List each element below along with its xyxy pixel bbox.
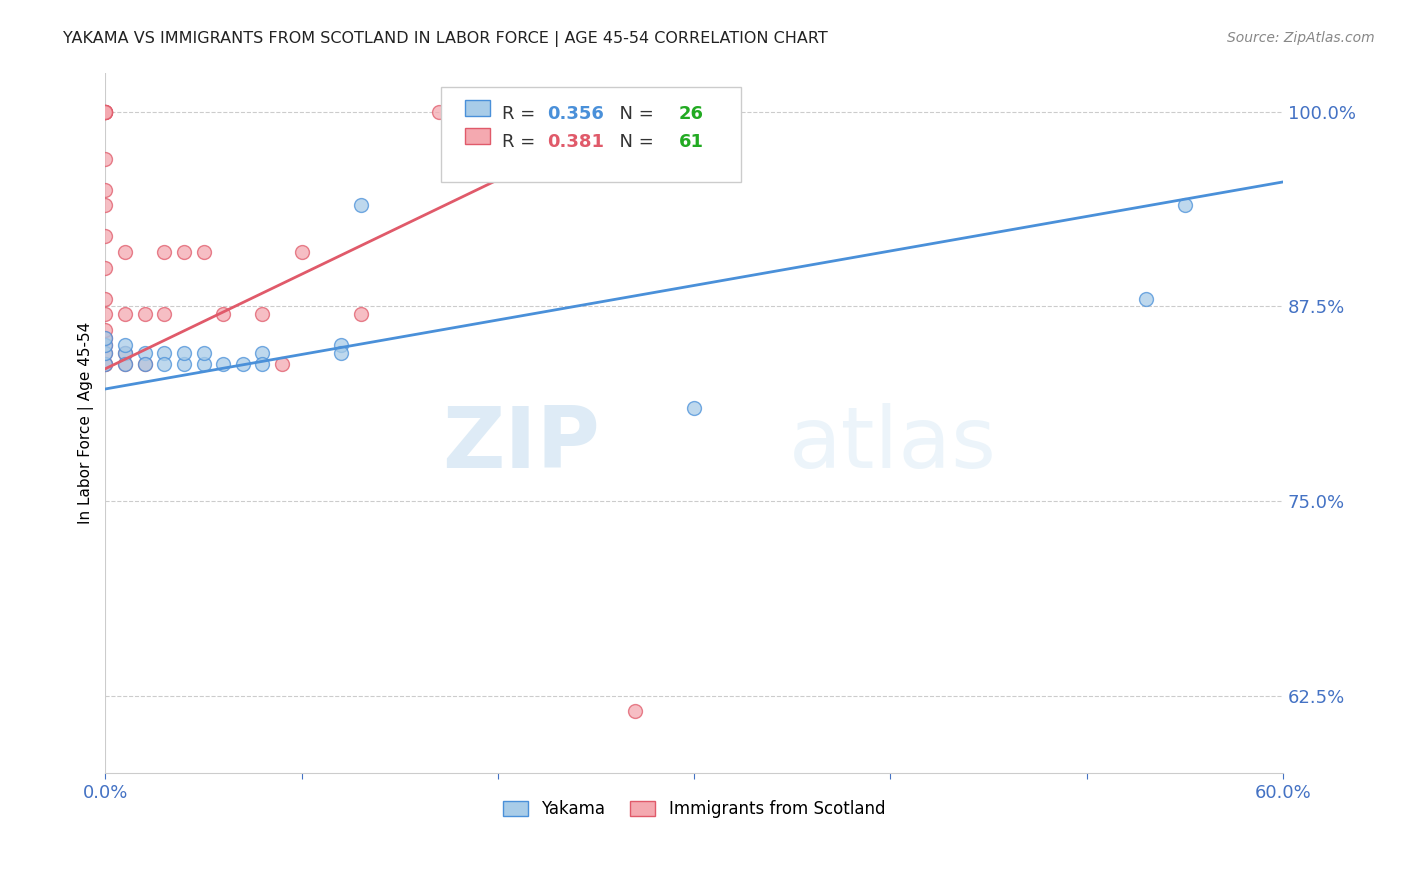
Point xyxy=(114,357,136,371)
Text: 61: 61 xyxy=(679,133,704,152)
FancyBboxPatch shape xyxy=(441,87,741,182)
Point xyxy=(1174,198,1197,212)
Point xyxy=(94,338,117,352)
Point xyxy=(114,307,136,321)
Text: N =: N = xyxy=(609,105,659,123)
Text: Source: ZipAtlas.com: Source: ZipAtlas.com xyxy=(1227,31,1375,45)
Point xyxy=(624,704,647,718)
Point xyxy=(329,346,352,360)
Point xyxy=(134,346,156,360)
Point xyxy=(94,346,117,360)
Point xyxy=(271,357,294,371)
Point xyxy=(153,357,176,371)
Point xyxy=(94,260,117,275)
Point xyxy=(114,357,136,371)
Point xyxy=(349,198,371,212)
Point xyxy=(114,346,136,360)
Point xyxy=(94,338,117,352)
Point xyxy=(94,323,117,337)
Point xyxy=(329,338,352,352)
Point xyxy=(94,198,117,212)
Point xyxy=(94,307,117,321)
Point xyxy=(94,104,117,119)
Point xyxy=(252,307,274,321)
Point xyxy=(1135,292,1157,306)
Text: R =: R = xyxy=(502,133,541,152)
Text: YAKAMA VS IMMIGRANTS FROM SCOTLAND IN LABOR FORCE | AGE 45-54 CORRELATION CHART: YAKAMA VS IMMIGRANTS FROM SCOTLAND IN LA… xyxy=(63,31,828,47)
Point xyxy=(232,357,254,371)
Point xyxy=(94,357,117,371)
Point xyxy=(173,346,195,360)
Y-axis label: In Labor Force | Age 45-54: In Labor Force | Age 45-54 xyxy=(79,322,94,524)
Point xyxy=(173,357,195,371)
Bar xyxy=(464,128,491,144)
Point xyxy=(94,330,117,344)
Point xyxy=(114,346,136,360)
Point xyxy=(114,338,136,352)
Legend: Yakama, Immigrants from Scotland: Yakama, Immigrants from Scotland xyxy=(496,793,891,824)
Point xyxy=(291,244,314,259)
Point xyxy=(134,357,156,371)
Point xyxy=(94,183,117,197)
Point xyxy=(94,357,117,371)
Text: atlas: atlas xyxy=(789,402,997,486)
Point xyxy=(134,307,156,321)
Point xyxy=(94,104,117,119)
Text: 0.356: 0.356 xyxy=(547,105,603,123)
Point xyxy=(349,307,371,321)
Point xyxy=(94,104,117,119)
Point xyxy=(94,104,117,119)
Text: 0.381: 0.381 xyxy=(547,133,605,152)
Point xyxy=(94,357,117,371)
Point xyxy=(134,357,156,371)
Point xyxy=(193,244,215,259)
Point xyxy=(212,307,235,321)
Point xyxy=(94,229,117,244)
Point xyxy=(193,357,215,371)
Point xyxy=(114,244,136,259)
Point xyxy=(153,307,176,321)
Point xyxy=(427,104,450,119)
Point xyxy=(94,104,117,119)
Point xyxy=(193,346,215,360)
Point xyxy=(153,346,176,360)
Text: ZIP: ZIP xyxy=(443,402,600,486)
Point xyxy=(173,244,195,259)
Point xyxy=(683,401,706,415)
Point xyxy=(252,346,274,360)
Text: N =: N = xyxy=(609,133,659,152)
Text: R =: R = xyxy=(502,105,541,123)
Point xyxy=(94,346,117,360)
Point xyxy=(94,152,117,166)
Text: 26: 26 xyxy=(679,105,704,123)
Point xyxy=(94,104,117,119)
Point xyxy=(212,357,235,371)
Bar xyxy=(464,100,491,116)
Point xyxy=(153,244,176,259)
Point xyxy=(252,357,274,371)
Point xyxy=(94,330,117,344)
Point xyxy=(94,292,117,306)
